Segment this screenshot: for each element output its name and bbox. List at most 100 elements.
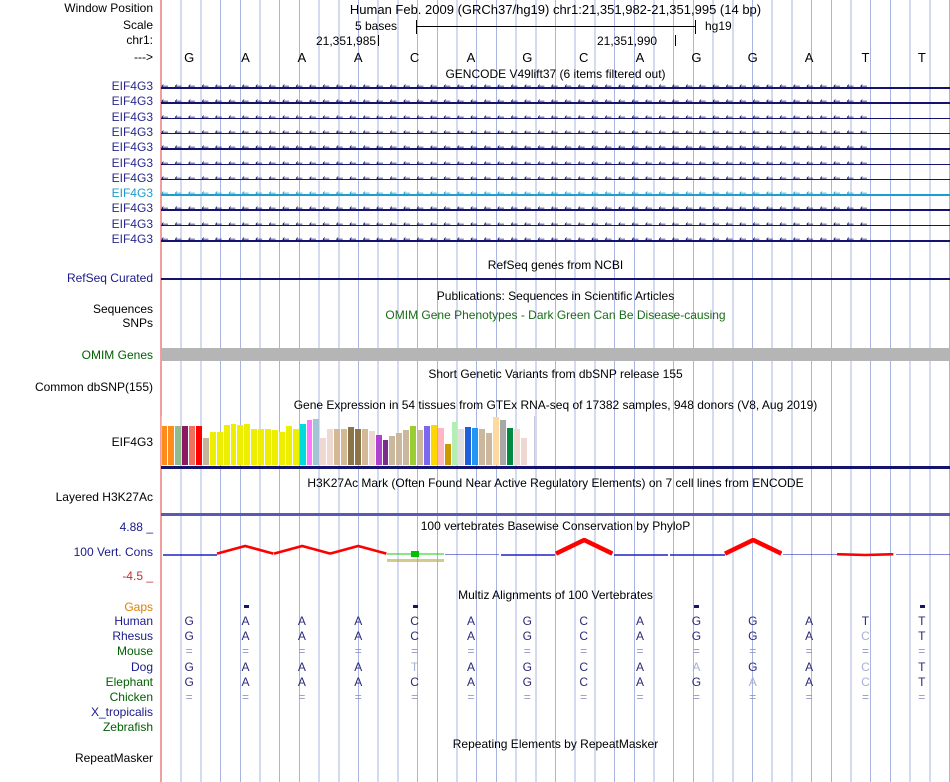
gtex-tissue-bar[interactable] — [347, 426, 354, 465]
gencode-gene-label[interactable]: EIF4G3 — [111, 216, 153, 231]
h3k27ac-label[interactable]: Layered H3K27Ac — [55, 490, 153, 504]
gtex-tissue-bar[interactable] — [417, 430, 423, 465]
gtex-tissue-bar[interactable] — [499, 419, 506, 465]
gtex-tissue-bar[interactable] — [216, 432, 223, 465]
omim-gene-feature[interactable] — [161, 348, 950, 361]
gtex-tissue-bar[interactable] — [202, 438, 209, 465]
gencode-transcript-line[interactable]: ←←←←←←←←←←←←←←←←←←←←←←←←←←←←←←←←←←←←←←←←… — [161, 190, 950, 199]
gtex-tissue-bar[interactable] — [375, 435, 382, 465]
gtex-tissue-bar[interactable] — [209, 432, 216, 465]
alignment-row[interactable]: = = = = = = = = = = = = = = — [0, 645, 950, 658]
gencode-transcript-line[interactable]: ←←←←←←←←←←←←←←←←←←←←←←←←←←←←←←←←←←←←←←←←… — [161, 160, 950, 169]
publications-label[interactable]: Sequences — [92, 302, 153, 316]
gtex-tissue-bar[interactable] — [313, 418, 320, 465]
gaps-label[interactable]: Gaps — [124, 600, 153, 614]
gtex-tissue-bar[interactable] — [189, 425, 196, 465]
gtex-tissue-bar[interactable] — [285, 425, 292, 465]
species-label[interactable]: X_tropicalis — [90, 705, 153, 720]
species-label[interactable]: Mouse — [116, 644, 153, 659]
gtex-tissue-bar[interactable] — [327, 429, 334, 465]
conservation-wiggle[interactable] — [161, 520, 950, 582]
gtex-tissue-bar[interactable] — [168, 425, 175, 465]
gtex-tissue-bar[interactable] — [272, 430, 278, 465]
species-label[interactable]: Zebrafish — [102, 720, 153, 735]
omim-label[interactable]: OMIM Genes — [81, 348, 153, 362]
gtex-tissue-bar[interactable] — [396, 433, 403, 465]
gtex-tissue-bar[interactable] — [472, 427, 479, 465]
gtex-tissue-bar[interactable] — [258, 428, 265, 465]
gencode-gene-label[interactable]: EIF4G3 — [111, 232, 153, 246]
refseq-label[interactable]: RefSeq Curated — [66, 271, 153, 285]
gtex-tissue-bar[interactable] — [251, 428, 258, 465]
gtex-tissue-bar[interactable] — [292, 428, 299, 465]
gtex-tissue-bar[interactable] — [493, 416, 499, 465]
gtex-tissue-bar[interactable] — [382, 440, 389, 465]
gencode-gene-label[interactable]: EIF4G3 — [111, 124, 153, 139]
gtex-tissue-bar[interactable] — [410, 425, 417, 465]
gencode-gene-label[interactable]: EIF4G3 — [111, 201, 153, 216]
dbsnp-label[interactable]: Common dbSNP(155) — [34, 380, 153, 394]
refseq-feature-line[interactable] — [161, 278, 950, 280]
gencode-gene-label[interactable]: EIF4G3 — [111, 94, 153, 109]
alignment-row[interactable] — [0, 706, 950, 719]
gtex-tissue-bar[interactable] — [175, 425, 182, 465]
gencode-transcript-line[interactable]: ←←←←←←←←←←←←←←←←←←←←←←←←←←←←←←←←←←←←←←←←… — [161, 236, 950, 245]
gtex-tissue-bar[interactable] — [230, 423, 237, 465]
gtex-tissue-bar[interactable] — [389, 436, 396, 465]
gtex-tissue-bar[interactable] — [465, 426, 472, 465]
gencode-transcript-line[interactable]: ←←←←←←←←←←←←←←←←←←←←←←←←←←←←←←←←←←←←←←←←… — [161, 114, 950, 123]
gencode-transcript-line[interactable]: ←←←←←←←←←←←←←←←←←←←←←←←←←←←←←←←←←←←←←←←←… — [161, 83, 950, 92]
gtex-tissue-bar[interactable] — [334, 429, 341, 465]
species-label[interactable]: Chicken — [109, 690, 153, 704]
gencode-gene-label[interactable]: EIF4G3 — [111, 170, 153, 185]
alignment-row[interactable]: = = = = = = = = = = = = = = — [0, 691, 950, 704]
gencode-gene-label[interactable]: EIF4G3 — [111, 186, 153, 201]
gencode-transcript-line[interactable]: ←←←←←←←←←←←←←←←←←←←←←←←←←←←←←←←←←←←←←←←←… — [161, 144, 950, 153]
gencode-gene-label[interactable]: EIF4G3 — [111, 155, 153, 170]
gtex-tissue-bar[interactable] — [444, 443, 451, 465]
gtex-bar-chart[interactable] — [161, 416, 950, 467]
gtex-tissue-bar[interactable] — [361, 429, 368, 465]
repeatmasker-label[interactable]: RepeatMasker — [74, 751, 153, 765]
gtex-tissue-bar[interactable] — [196, 425, 202, 465]
gtex-tissue-bar[interactable] — [479, 428, 486, 465]
gtex-tissue-bar[interactable] — [368, 431, 375, 465]
gencode-transcript-line[interactable]: ←←←←←←←←←←←←←←←←←←←←←←←←←←←←←←←←←←←←←←←←… — [161, 129, 950, 138]
gtex-tissue-bar[interactable] — [244, 423, 251, 465]
gtex-tissue-bar[interactable] — [278, 432, 285, 465]
species-label[interactable]: Human — [114, 614, 153, 628]
species-label[interactable]: Dog — [130, 659, 153, 674]
gtex-tissue-bar[interactable] — [237, 424, 244, 465]
gtex-tissue-bar[interactable] — [458, 428, 465, 465]
gtex-tissue-bar[interactable] — [320, 438, 327, 465]
gtex-tissue-bar[interactable] — [451, 421, 458, 465]
gtex-tissue-bar[interactable] — [423, 425, 430, 465]
gtex-tissue-bar[interactable] — [265, 428, 271, 465]
gtex-tissue-bar[interactable] — [513, 429, 520, 465]
gtex-tissue-bar[interactable] — [223, 424, 230, 465]
gencode-transcript-line[interactable]: ←←←←←←←←←←←←←←←←←←←←←←←←←←←←←←←←←←←←←←←←… — [161, 205, 950, 214]
gtex-tissue-bar[interactable] — [520, 438, 527, 465]
gtex-tissue-bar[interactable] — [506, 427, 513, 465]
gtex-tissue-bar[interactable] — [341, 429, 347, 465]
gencode-transcript-line[interactable]: ←←←←←←←←←←←←←←←←←←←←←←←←←←←←←←←←←←←←←←←←… — [161, 175, 950, 184]
species-label[interactable]: Rhesus — [112, 629, 153, 644]
gtex-label[interactable]: EIF4G3 — [111, 435, 153, 449]
gtex-tissue-bar[interactable] — [306, 419, 313, 465]
gtex-tissue-bar[interactable] — [299, 423, 306, 465]
gtex-tissue-bar[interactable] — [437, 427, 444, 465]
alignment-row[interactable] — [0, 721, 950, 734]
gtex-tissue-bar[interactable] — [403, 430, 410, 465]
gtex-tissue-bar[interactable] — [354, 428, 361, 465]
snps-label[interactable]: SNPs — [122, 316, 153, 330]
gencode-gene-label[interactable]: EIF4G3 — [111, 109, 153, 124]
gencode-gene-label[interactable]: EIF4G3 — [111, 79, 153, 93]
gtex-tissue-bar[interactable] — [486, 433, 492, 465]
gencode-gene-label[interactable]: EIF4G3 — [111, 140, 153, 155]
species-label[interactable]: Elephant — [105, 674, 153, 689]
